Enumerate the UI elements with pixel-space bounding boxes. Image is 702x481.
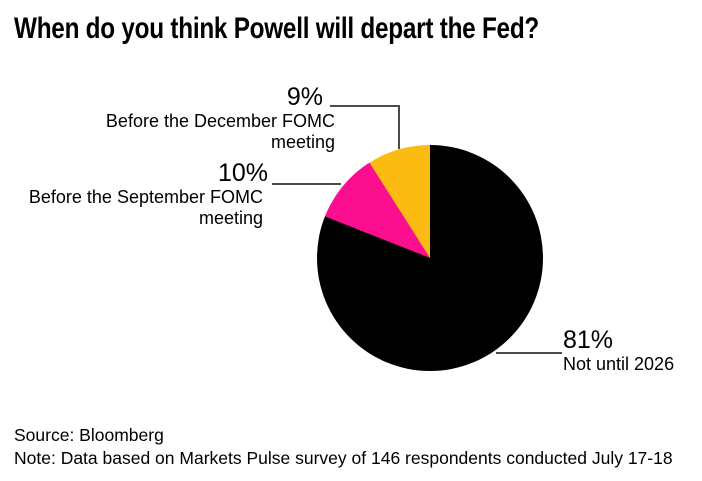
- callout-december-label-line2: meeting: [270, 132, 335, 152]
- callout-december-percent: 9%: [286, 83, 323, 111]
- callout-not-until-2026: 81% Not until 2026: [563, 327, 702, 375]
- leader-line-december: [330, 105, 400, 149]
- callout-not-until-2026-percent: 81%: [563, 326, 614, 354]
- callout-september-label-line1: Before the September FOMC: [28, 187, 263, 207]
- source-line: Source: Bloomberg: [14, 425, 164, 445]
- callout-september-percent: 10%: [217, 159, 268, 187]
- chart-title: When do you think Powell will depart the…: [14, 12, 540, 45]
- callout-september: 10% Before the September FOMC meeting: [8, 160, 268, 229]
- callout-december-label-line1: Before the December FOMC: [105, 111, 335, 131]
- leader-line-september: [272, 183, 341, 185]
- callout-not-until-2026-label: Not until 2026: [563, 354, 675, 374]
- callout-december: 9% Before the December FOMC meeting: [75, 84, 335, 153]
- leader-line-not-until-2026: [496, 352, 562, 354]
- note-line: Note: Data based on Markets Pulse survey…: [14, 447, 673, 468]
- chart-footer: Source: Bloomberg Note: Data based on Ma…: [14, 424, 673, 469]
- callout-september-label-line2: meeting: [198, 208, 263, 228]
- pie-chart: [317, 145, 543, 371]
